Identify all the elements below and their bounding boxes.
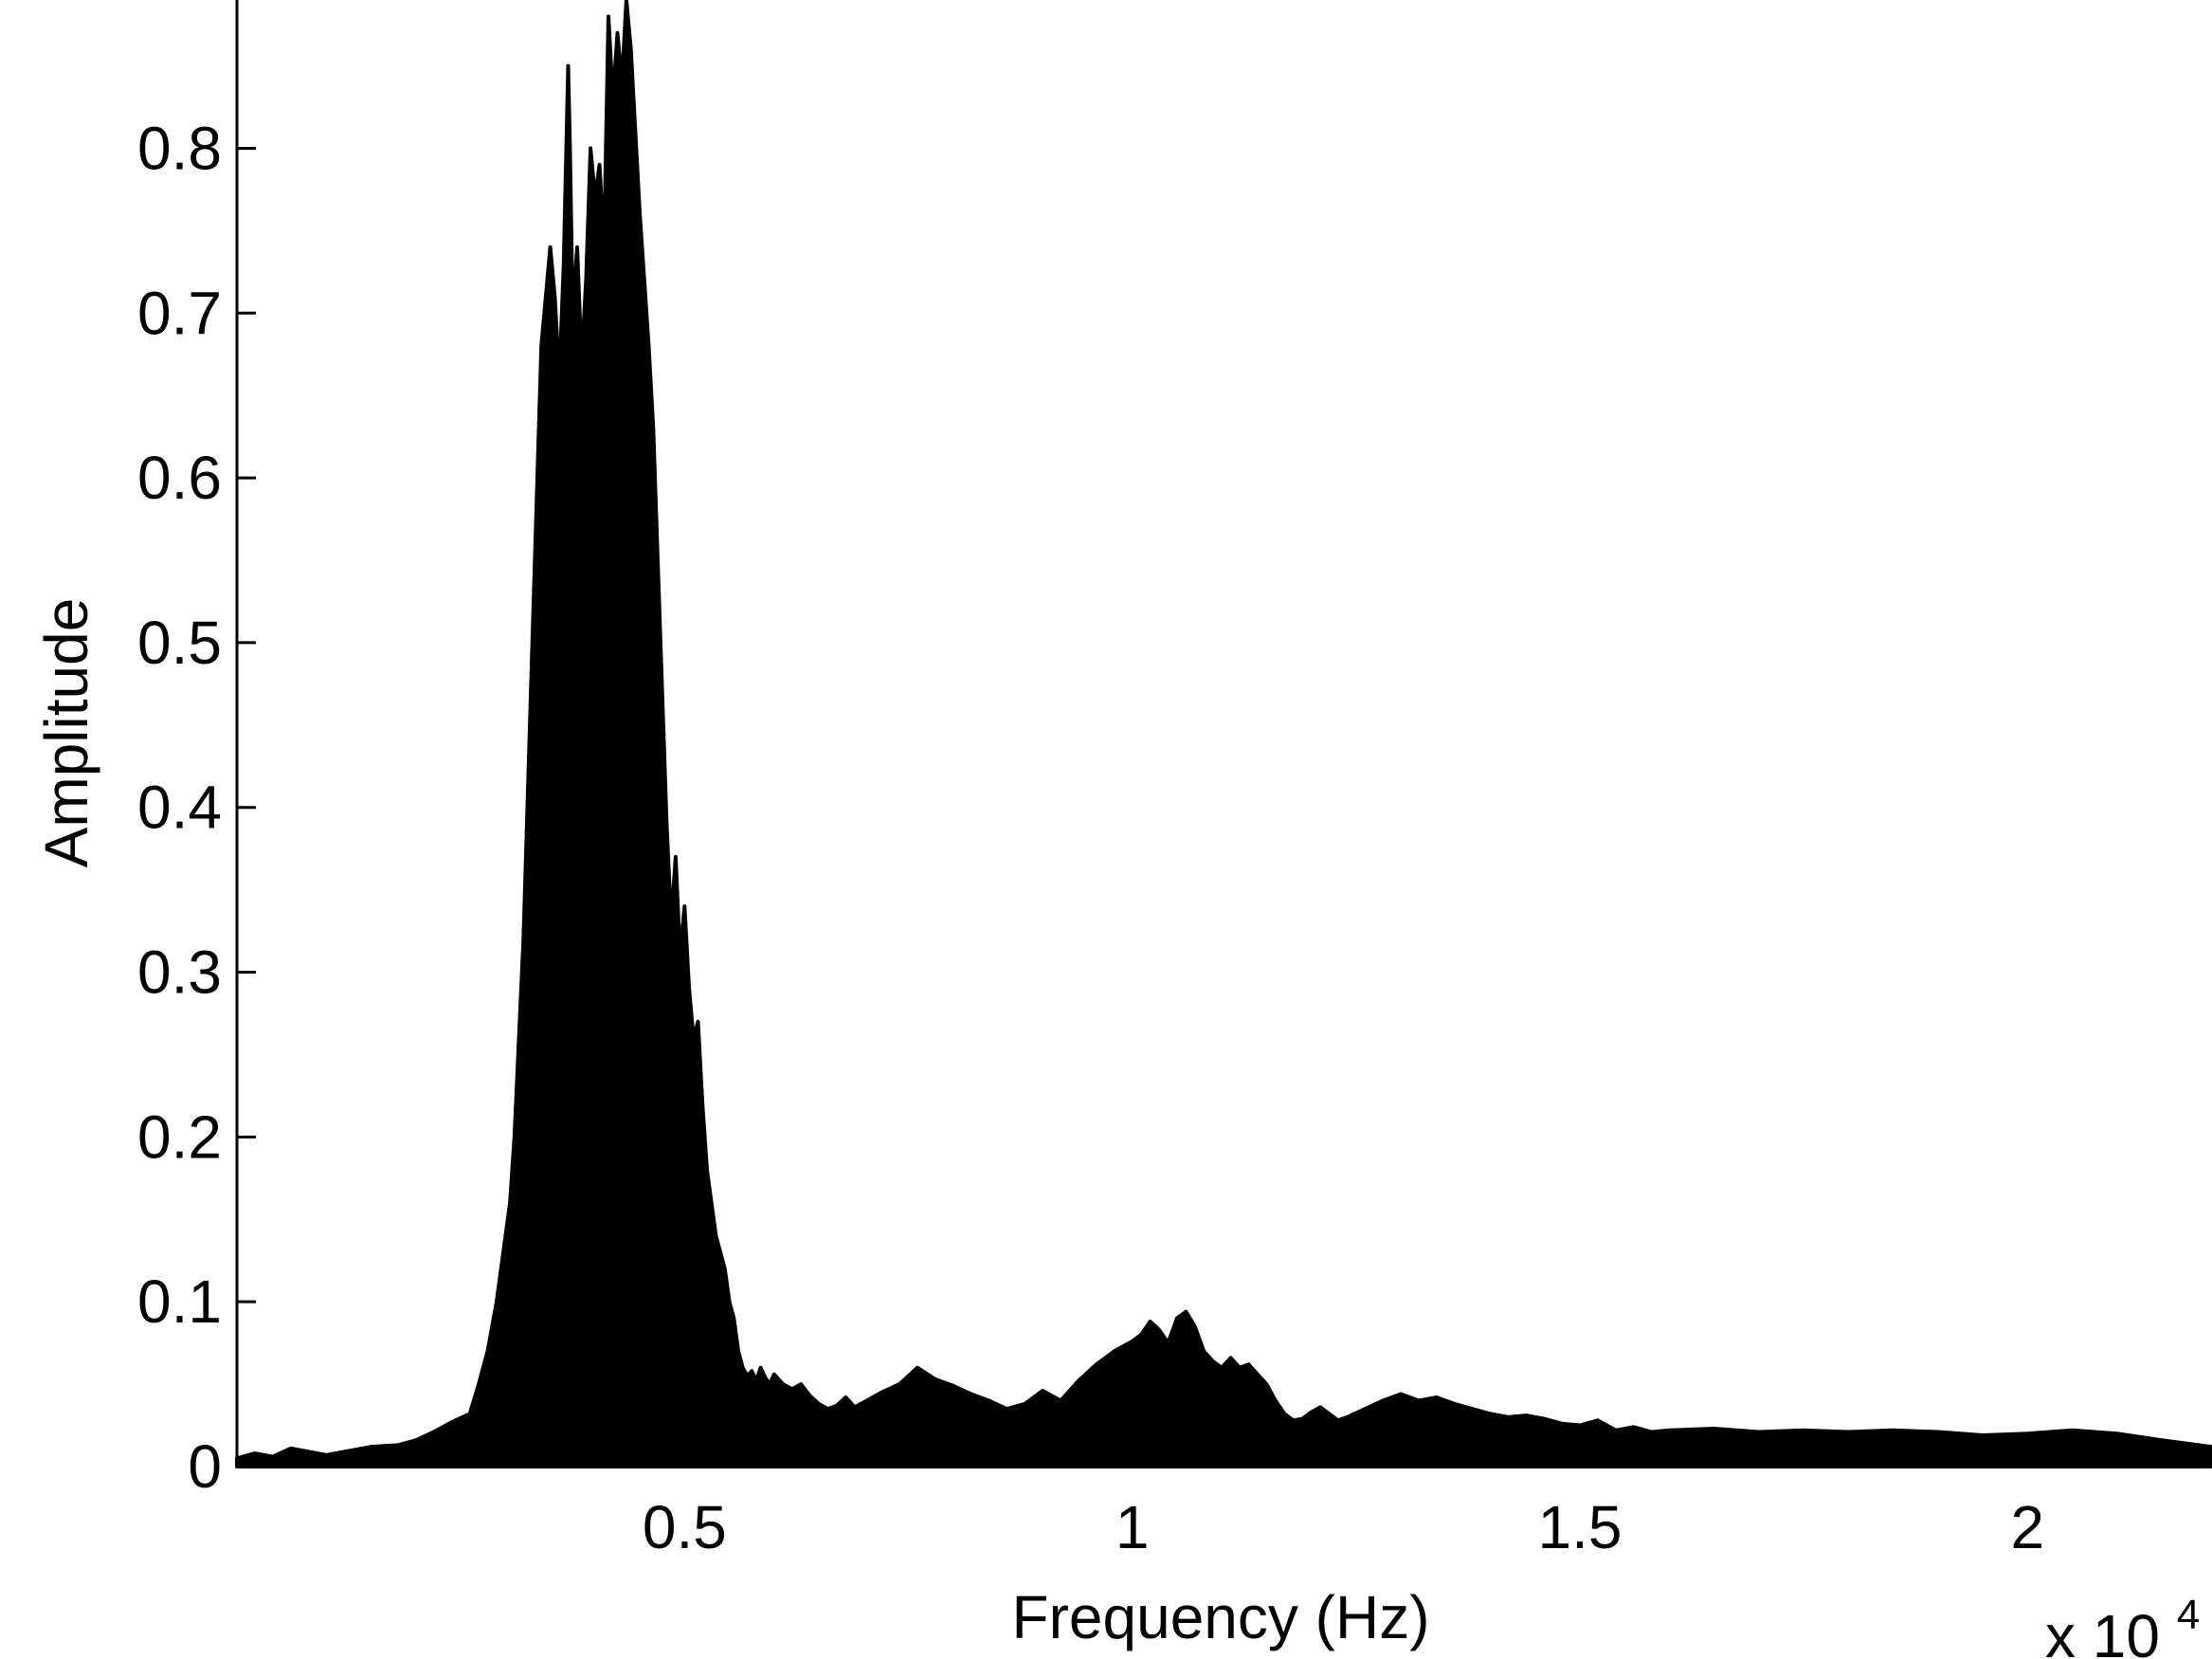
amplitude-area-series [235,0,2212,1468]
y-axis-ticks: 0 0.1 0.2 0.3 0.4 0.5 0.6 0.7 0.8 [137,114,256,1501]
x-tick-label: 0.5 [643,1493,727,1561]
x-axis-multiplier: x 10 4 [2045,1592,2200,1659]
y-tick-label: 0.4 [137,774,222,842]
x-tick-label: 1 [1115,1493,1150,1561]
y-tick-label: 0.3 [137,939,222,1007]
x-axis-ticks: 0.5 1 1.5 2 [643,1448,2044,1561]
plot-area [235,0,2212,1468]
y-tick-label: 0.7 [137,279,222,347]
x-tick-label: 2 [2011,1493,2045,1561]
x-axis-multiplier-exponent: 4 [2177,1592,2200,1638]
y-tick-label: 0 [188,1432,222,1501]
x-tick-label: 1.5 [1538,1493,1623,1561]
x-axis-multiplier-base: x 10 [2045,1602,2160,1659]
y-tick-label: 0.2 [137,1103,222,1171]
y-tick-label: 0.6 [137,444,222,512]
x-axis-title: Frequency (Hz) [1012,1583,1430,1651]
y-tick-label: 0.1 [137,1267,222,1336]
y-tick-label: 0.5 [137,609,222,677]
y-tick-label: 0.8 [137,114,222,182]
y-axis-title: Amplitude [32,598,100,868]
